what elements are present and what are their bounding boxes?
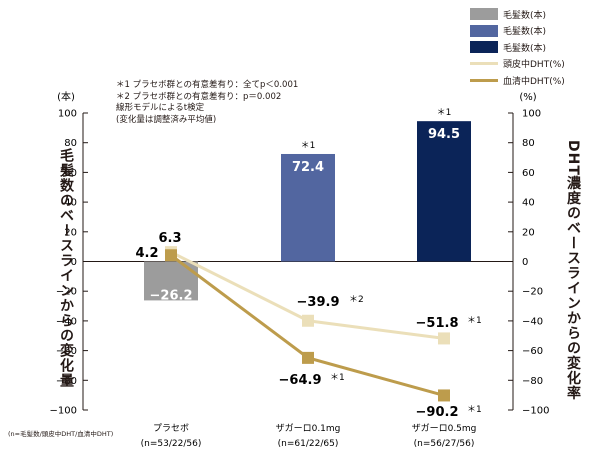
note-3: 線形モデルによるt検定 bbox=[116, 103, 205, 113]
x-category-n: (n=53/22/56) bbox=[141, 439, 202, 449]
x-category-label: ザガーロ0.1mg bbox=[276, 423, 341, 434]
legend-swatch bbox=[470, 62, 498, 66]
bar-significance-mark: ＊1 bbox=[301, 141, 316, 151]
x-category-n: (n=56/27/56) bbox=[414, 439, 475, 449]
note-4: (変化量は調整済み平均値) bbox=[116, 114, 217, 125]
line-value-label: −90.2 bbox=[416, 405, 459, 420]
line-significance-mark: ＊1 bbox=[467, 405, 482, 415]
bar-value-label: 94.5 bbox=[428, 127, 460, 142]
legend-swatch bbox=[470, 41, 498, 54]
y-tick-label-right: 40 bbox=[522, 198, 535, 209]
line-value-label: −64.9 bbox=[279, 373, 322, 388]
y-left-unit: (本) bbox=[57, 90, 75, 103]
y-tick-label-left: 20 bbox=[64, 227, 77, 238]
bar-value-label: 72.4 bbox=[292, 160, 324, 175]
legend-label: 毛髪数(本) bbox=[503, 27, 547, 38]
note-1: ＊1 プラセボ群との有意差有り：全てp＜0.001 bbox=[116, 80, 299, 90]
y-tick-label-left: −80 bbox=[56, 376, 77, 387]
y-axis-right-label: DHT濃度のベースラインからの変化率 bbox=[565, 140, 581, 401]
y-tick-label-right: −40 bbox=[522, 316, 543, 327]
legend-label: 毛髪数(本) bbox=[503, 10, 547, 21]
legend-label: 頭皮中DHT(%) bbox=[503, 60, 565, 71]
y-axis-left-label: 毛髪数のベースラインからの変化量 bbox=[58, 148, 74, 388]
y-tick-label-right: −80 bbox=[522, 376, 543, 387]
y-tick-label-right: −20 bbox=[522, 287, 543, 298]
legend-item: 毛髪数(本) bbox=[470, 39, 565, 56]
y-tick-label-right: 80 bbox=[522, 138, 535, 149]
y-tick-label-left: 0 bbox=[71, 257, 77, 268]
y-tick-label-right: −60 bbox=[522, 346, 543, 357]
legend-swatch bbox=[470, 78, 498, 82]
line-point bbox=[302, 314, 314, 327]
line-significance-mark: ＊1 bbox=[330, 373, 345, 383]
y-tick-label-right: −100 bbox=[522, 406, 549, 417]
y-tick-label-left: 60 bbox=[64, 168, 77, 179]
chart-legend: 毛髪数(本) 毛髪数(本) 毛髪数(本) 頭皮中DHT(%) 血清中DHT(%) bbox=[470, 6, 565, 89]
y-tick-label-left: 80 bbox=[64, 138, 77, 149]
line-significance-mark: ＊1 bbox=[467, 316, 482, 326]
line-point bbox=[438, 389, 450, 402]
bar-value-label: −26.2 bbox=[150, 289, 193, 304]
line-value-label: −39.9 bbox=[297, 295, 340, 310]
line-significance-mark: ＊2 bbox=[349, 295, 364, 305]
legend-label: 毛髪数(本) bbox=[503, 43, 547, 54]
bar bbox=[281, 153, 335, 262]
line-point bbox=[438, 332, 450, 345]
y-tick-label-left: −40 bbox=[56, 316, 77, 327]
y-tick-label-right: 0 bbox=[522, 257, 528, 268]
legend-item: 毛髪数(本) bbox=[470, 23, 565, 40]
line-value-label: 6.3 bbox=[158, 231, 181, 246]
y-tick-label-left: 40 bbox=[64, 198, 77, 209]
note-2: ＊2 プラセボ群との有意差有り：p＝0.002 bbox=[116, 91, 282, 102]
bar-significance-mark: ＊1 bbox=[437, 108, 452, 118]
y-tick-label-left: 100 bbox=[58, 109, 77, 120]
legend-item: 頭皮中DHT(%) bbox=[470, 56, 565, 73]
y-tick-label-right: 20 bbox=[522, 227, 535, 238]
y-tick-label-left: −100 bbox=[50, 406, 77, 417]
y-tick-label-right: 60 bbox=[522, 168, 535, 179]
y-tick-label-left: −60 bbox=[56, 346, 77, 357]
y-tick-label-left: −20 bbox=[56, 287, 77, 298]
legend-swatch bbox=[470, 8, 498, 21]
line-point bbox=[302, 351, 314, 364]
x-category-label: プラセボ bbox=[153, 423, 189, 434]
legend-label: 血清中DHT(%) bbox=[503, 76, 565, 87]
x-category-n: (n=61/22/65) bbox=[278, 439, 339, 449]
line-value-label: 4.2 bbox=[135, 246, 158, 261]
y-tick-label-right: 100 bbox=[522, 109, 541, 120]
line-point bbox=[165, 249, 177, 262]
n-footnote: (n=毛髪数/頭皮中DHT/血清中DHT) bbox=[8, 430, 114, 438]
legend-item: 毛髪数(本) bbox=[470, 6, 565, 23]
chart-notes: ＊1 プラセボ群との有意差有り：全てp＜0.001 ＊2 プラセボ群との有意差有… bbox=[116, 80, 298, 126]
legend-item: 血清中DHT(%) bbox=[470, 72, 565, 89]
y-right-unit: (%) bbox=[519, 92, 536, 103]
legend-swatch bbox=[470, 24, 498, 37]
bar bbox=[417, 121, 471, 262]
line-value-label: −51.8 bbox=[416, 316, 459, 331]
x-category-label: ザガーロ0.5mg bbox=[412, 423, 477, 434]
